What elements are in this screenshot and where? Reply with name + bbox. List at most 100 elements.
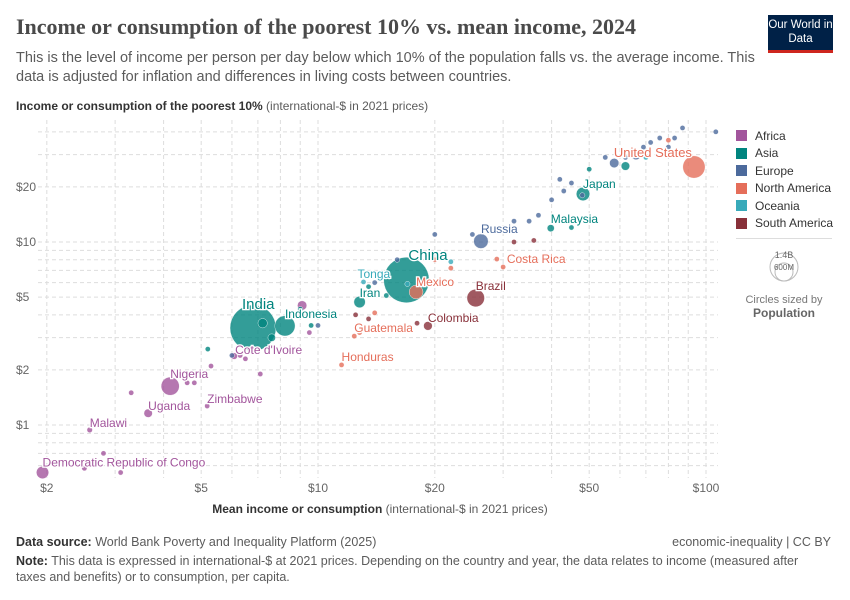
data-point <box>191 380 198 386</box>
data-point <box>557 176 563 183</box>
data-label: Costa Rica <box>507 252 566 266</box>
size-legend-circles: 1.4B 600M <box>769 250 799 282</box>
point-costa-rica <box>494 256 500 262</box>
data-point <box>205 346 211 352</box>
note-label: Note: <box>16 554 48 568</box>
data-label: Zimbabwe <box>207 392 263 406</box>
data-point <box>630 149 642 160</box>
chart-subtitle: This is the level of income per person p… <box>16 50 755 85</box>
data-source: Data source: World Bank Poverty and Ineq… <box>16 535 376 549</box>
data-point <box>643 154 649 161</box>
data-point <box>579 192 586 199</box>
point-indonesia <box>274 315 296 337</box>
chart-title: Income or consumption of the poorest 10%… <box>16 14 637 39</box>
point-mexico <box>408 284 424 300</box>
data-label: Malaysia <box>551 212 599 226</box>
data-point <box>383 292 390 299</box>
data-label: Malawi <box>90 416 127 430</box>
x-tick-label: $100 <box>693 481 720 495</box>
point-malawi <box>86 426 93 433</box>
data-point <box>371 279 378 286</box>
point-iran <box>353 296 366 308</box>
data-point <box>560 188 567 194</box>
point-colombia <box>423 321 433 331</box>
size-circle-small <box>774 262 794 282</box>
point-tonga <box>360 279 367 285</box>
x-tick-label: $50 <box>579 481 599 495</box>
legend-item-asia[interactable]: Asia <box>736 145 833 163</box>
owid-logo[interactable]: Our World in Data <box>768 15 833 53</box>
data-point <box>394 256 400 263</box>
data-label: Indonesia <box>285 307 337 321</box>
data-label: Mexico <box>416 275 454 289</box>
data-label: Guatemala <box>354 321 413 335</box>
legend-swatch <box>736 165 747 177</box>
legend-item-oceania[interactable]: Oceania <box>736 197 833 215</box>
size-variable: Population <box>753 306 815 320</box>
legend-item-south-america[interactable]: South America <box>736 215 833 233</box>
x-axis-label: Mean income or consumption (internationa… <box>0 502 760 516</box>
license[interactable]: economic-inequality | CC BY <box>672 535 831 549</box>
note: Note: This data is expressed in internat… <box>16 553 816 585</box>
y-tick-label: $1 <box>16 418 30 432</box>
size-label-large: 1.4B <box>775 250 794 260</box>
point-united-states <box>682 155 706 179</box>
y-tick-label: $10 <box>16 235 36 249</box>
size-legend: 1.4B 600M Circles sized by Population <box>736 238 832 320</box>
y-axis-unit: (international-$ in 2021 prices) <box>266 99 429 113</box>
legend-item-africa[interactable]: Africa <box>736 127 833 145</box>
legend-item-north-america[interactable]: North America <box>736 180 833 198</box>
data-label: Democratic Republic of Congo <box>43 456 206 470</box>
data-point <box>414 320 420 326</box>
point-honduras <box>338 362 345 368</box>
x-tick-label: $5 <box>195 481 209 495</box>
data-point <box>315 322 321 329</box>
data-point <box>620 161 630 171</box>
data-point <box>665 137 672 143</box>
point-brazil <box>466 289 485 308</box>
data-point <box>656 135 663 141</box>
point-guatemala <box>351 333 358 339</box>
data-point <box>500 264 506 270</box>
data-point <box>531 237 537 244</box>
point-uganda <box>143 408 153 418</box>
data-label: China <box>408 247 448 264</box>
data-point <box>229 352 235 359</box>
size-label-small: 600M <box>774 263 794 272</box>
data-label: Colombia <box>428 311 479 325</box>
data-label: Nigeria <box>170 367 208 381</box>
data-point <box>665 144 672 150</box>
data-label: Russia <box>481 222 518 236</box>
legend-item-europe[interactable]: Europe <box>736 162 833 180</box>
point-malaysia <box>546 224 555 232</box>
data-point <box>257 371 264 377</box>
data-point <box>647 139 654 146</box>
data-point <box>622 154 629 161</box>
legend-label: Africa <box>755 128 786 143</box>
legend-label: Asia <box>755 146 779 161</box>
data-point <box>548 197 555 203</box>
data-label: Japan <box>583 177 616 191</box>
legend-swatch <box>736 200 747 212</box>
data-point <box>81 465 88 472</box>
legend: Africa Asia Europe North America Oceania… <box>736 127 833 232</box>
data-point <box>308 322 314 329</box>
data-point <box>237 352 243 359</box>
data-point <box>511 218 517 224</box>
source-text[interactable]: World Bank Poverty and Inequality Platfo… <box>95 535 377 549</box>
data-label: Cote d'Ivoire <box>235 343 302 357</box>
data-point <box>602 154 609 161</box>
y-tick-label: $20 <box>16 180 36 194</box>
legend-label: Oceania <box>755 198 800 213</box>
data-point <box>297 306 304 312</box>
data-point <box>469 231 476 238</box>
data-point <box>535 212 542 219</box>
data-label: India <box>242 296 275 313</box>
point-zimbabwe <box>204 403 210 409</box>
data-point <box>306 329 313 336</box>
data-label: Uganda <box>148 399 190 413</box>
data-point <box>713 129 719 135</box>
point-russia <box>473 233 489 249</box>
data-point <box>586 166 593 172</box>
